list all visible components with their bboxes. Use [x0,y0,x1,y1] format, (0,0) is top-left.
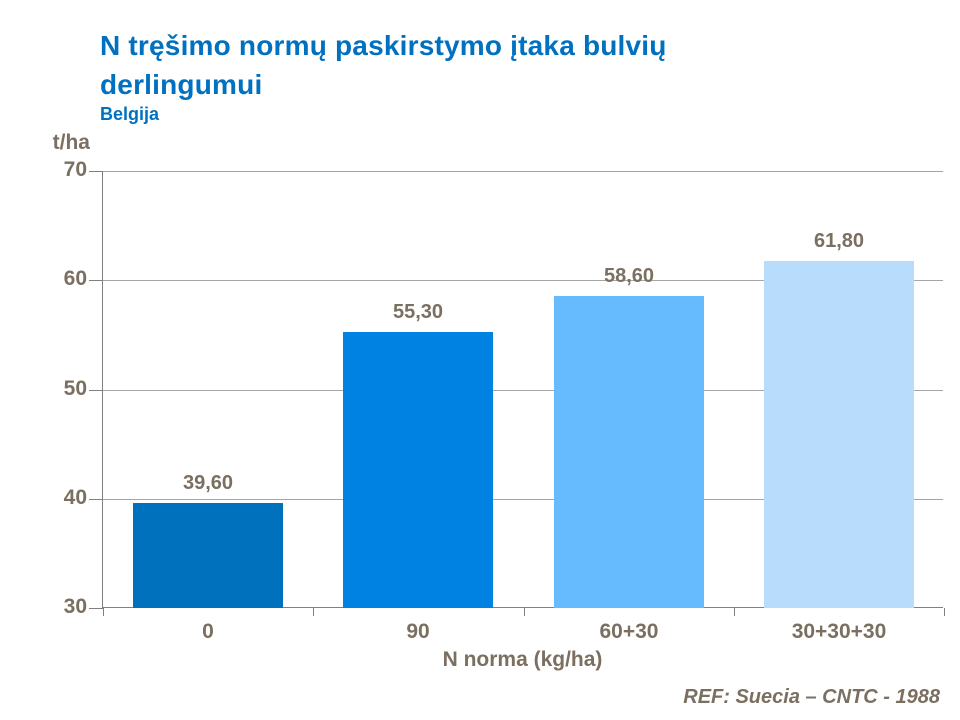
x-tick-label: 0 [202,620,214,643]
bar [554,296,704,608]
bar-value-label: 61,80 [813,230,865,252]
y-tick-label: 40 [63,486,87,509]
y-axis-tick [89,499,103,500]
gridline [103,171,943,172]
bar-value-label: 55,30 [392,301,444,323]
chart-title: N tręšimo normų paskirstymo įtaka bulvių… [100,30,667,100]
y-axis-tick [89,280,103,281]
y-axis-tick [89,171,103,172]
x-tick-label: 30+30+30 [791,620,887,643]
bar [133,503,283,608]
y-tick-label: 70 [63,158,87,181]
y-axis-tick [89,390,103,391]
x-axis-title: N norma (kg/ha) [442,648,603,671]
bar [764,261,914,608]
x-tick-label: 60+30 [599,620,659,643]
reference-note: REF: Suecia – CNTC - 1988 [683,686,940,708]
y-axis-tick [89,608,103,609]
x-axis-tick [944,608,945,616]
bar-value-label: 39,60 [182,472,234,494]
gridline [103,390,943,391]
bar [343,332,493,608]
bar-chart-plot-area: 30 40 50 60 70 39,60 0 55,30 90 58,60 60+30 61,80 30… [64,158,945,643]
gridline [103,499,943,500]
y-tick-label: 30 [63,595,87,618]
bar-value-label: 58,60 [603,265,655,287]
x-axis-tick [734,608,735,616]
x-tick-label: 90 [406,620,430,643]
y-tick-label: 60 [63,267,87,290]
y-tick-label: 50 [63,377,87,400]
y-axis-title: t/ha [52,131,90,154]
gridline [103,280,943,281]
x-axis-tick [313,608,314,616]
x-axis-tick [103,608,104,616]
chart-subtitle: Belgija [100,104,160,124]
x-axis-tick [524,608,525,616]
